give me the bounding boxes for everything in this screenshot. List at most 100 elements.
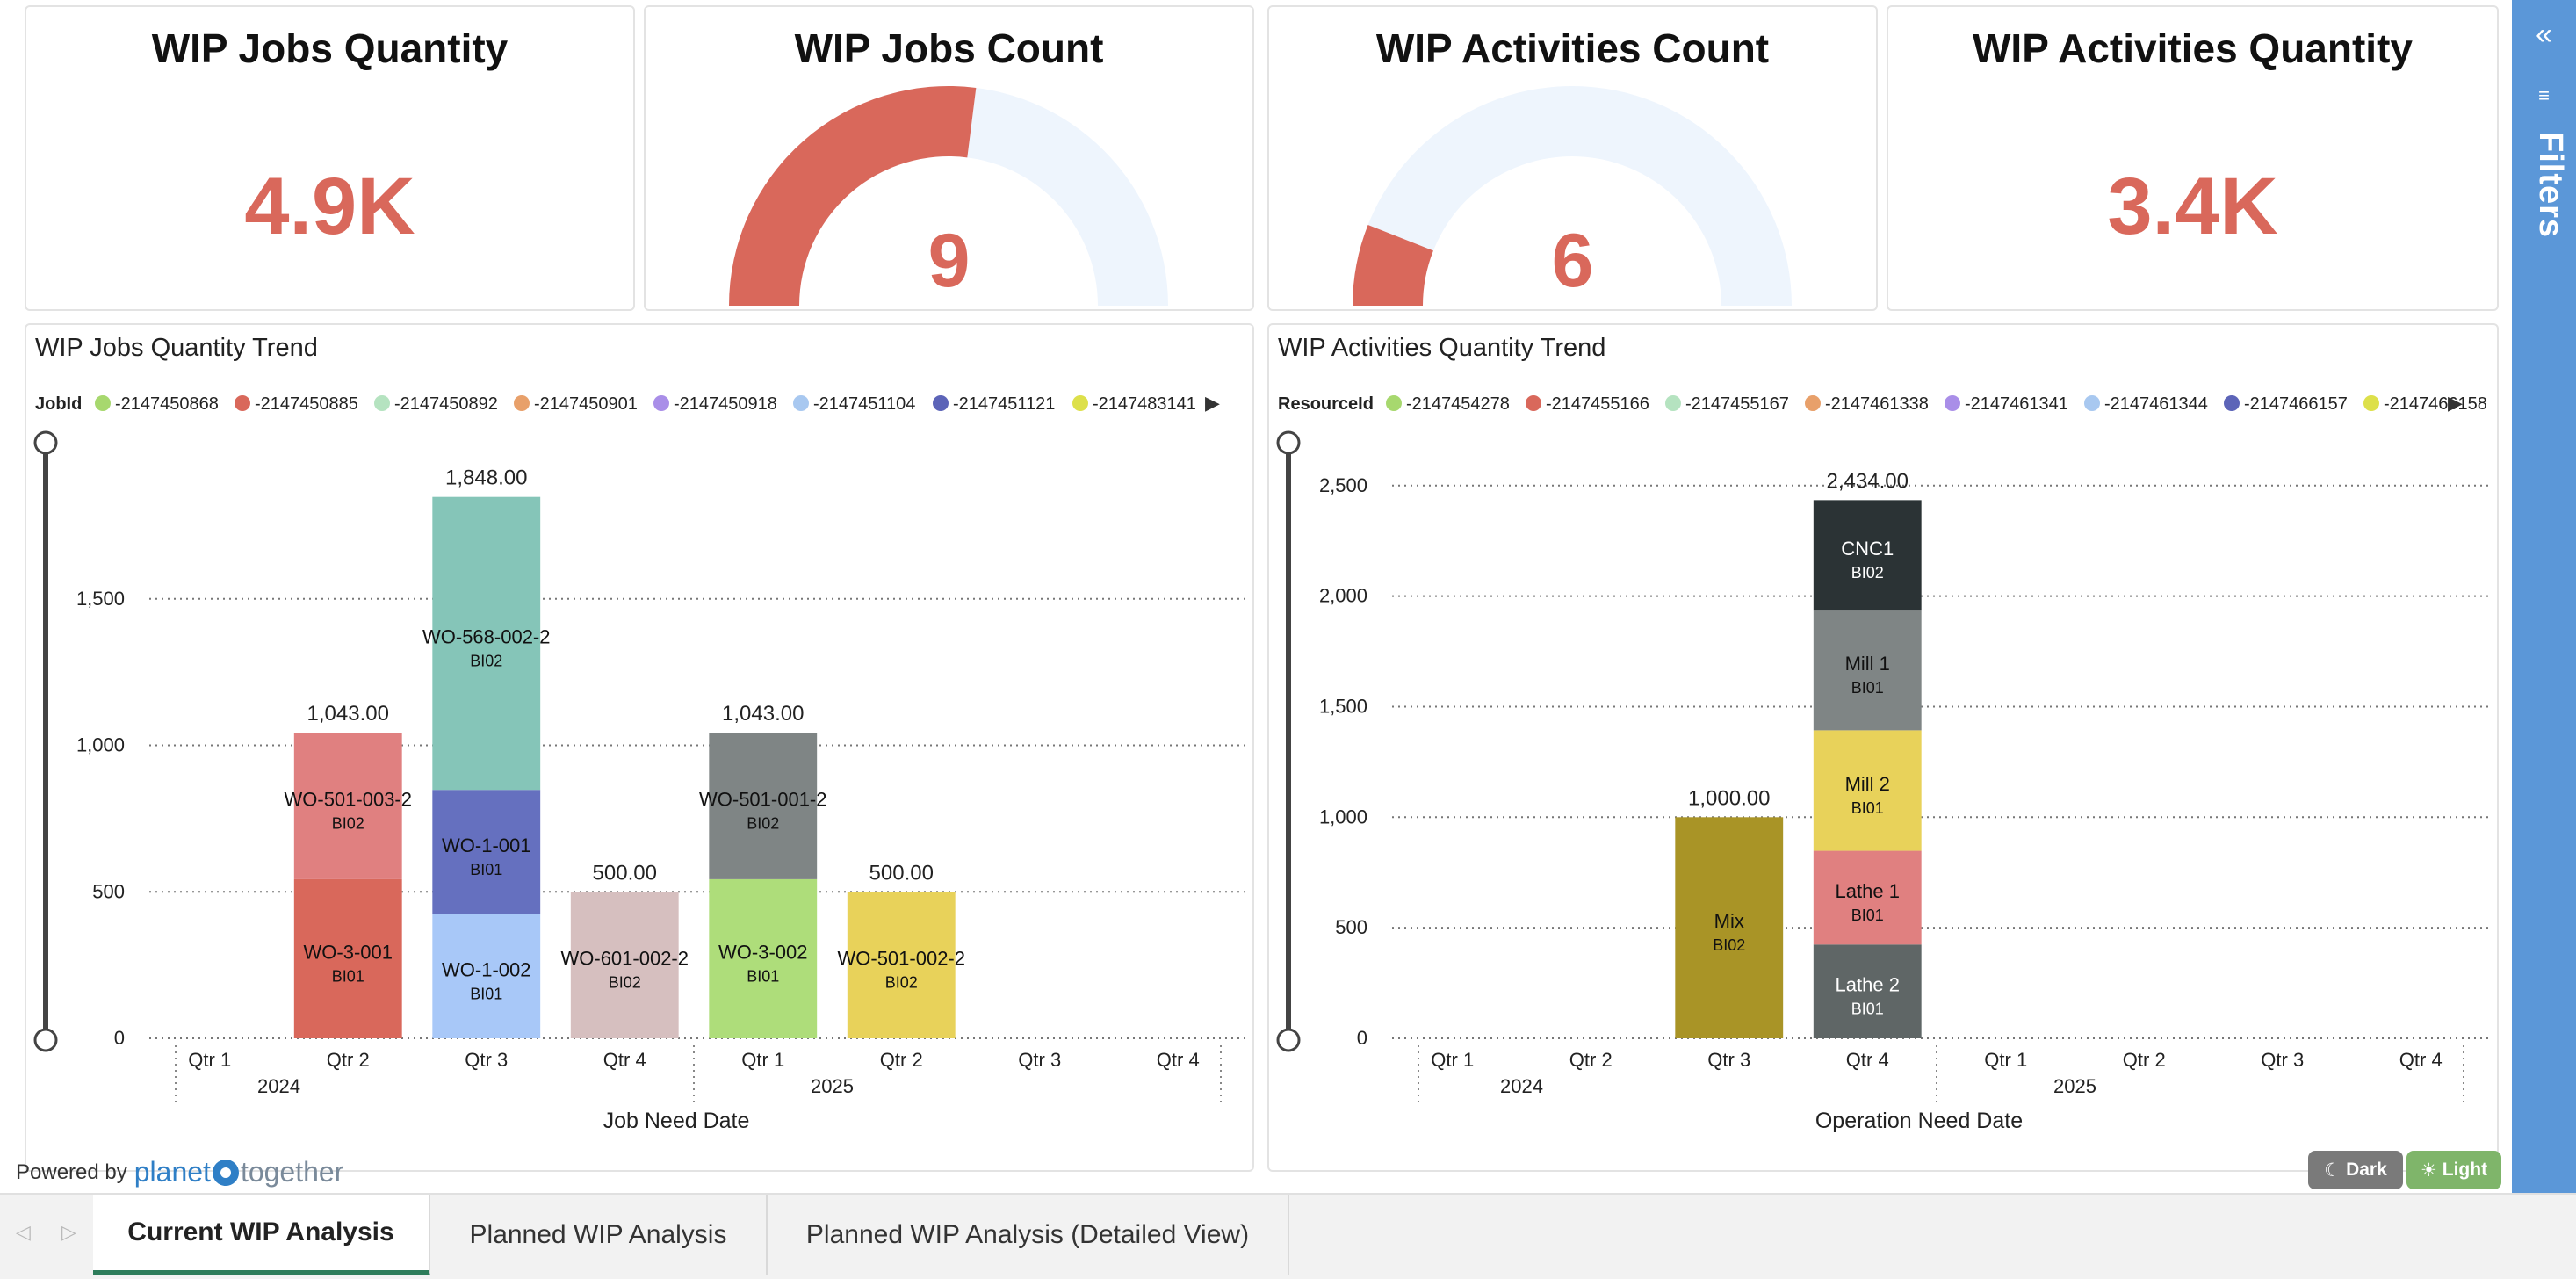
legend-label: -2147450901	[534, 394, 638, 414]
legend-label: -2147461338	[1825, 394, 1929, 414]
segment-sublabel: BI01	[1851, 907, 1884, 924]
legend-marker	[374, 395, 390, 411]
gauge-fill	[729, 86, 977, 306]
chart-card-activities-trend: WIP Activities Quantity Trend ResourceId…	[1267, 323, 2499, 1172]
legend-marker	[2224, 395, 2240, 411]
y-tick-label: 1,000	[76, 734, 125, 756]
segment-sublabel: BI01	[1851, 799, 1884, 817]
segment-sublabel: BI01	[470, 861, 502, 878]
kpi-title: WIP Activities Quantity	[1973, 25, 2413, 71]
total-label: 500.00	[593, 861, 657, 885]
segment-label: Lathe 1	[1836, 880, 1900, 902]
bar-segment	[432, 790, 541, 914]
light-theme-button[interactable]: ☀ Light	[2406, 1151, 2501, 1189]
kpi-title: WIP Activities Count	[1375, 25, 1770, 71]
bar-segment	[1813, 730, 1922, 851]
legend-marker	[793, 395, 809, 411]
legend-scroll-icon: ▶	[2448, 392, 2463, 414]
zoom-slider-handle	[1276, 1028, 1301, 1052]
gauge-activities-count	[1353, 86, 1792, 306]
segment-sublabel: BI02	[885, 974, 918, 992]
total-label: 1,043.00	[307, 702, 389, 726]
chart-title: WIP Activities Quantity Trend	[1278, 334, 1606, 362]
total-label: 2,434.00	[1827, 469, 1909, 493]
x-year-label: 2024	[257, 1075, 300, 1097]
total-label: 1,043.00	[722, 702, 804, 726]
segment-label: CNC1	[1841, 538, 1894, 560]
x-year-label: 2025	[811, 1075, 854, 1097]
segment-label: WO-601-002-2	[560, 948, 689, 970]
legend-marker	[95, 395, 111, 411]
brand-part2: together	[240, 1156, 344, 1188]
legend-label: -2147451104	[813, 394, 915, 414]
segment-sublabel: BI02	[1713, 936, 1745, 954]
x-tick-label: Qtr 2	[1569, 1049, 1613, 1071]
kpi-title: WIP Jobs Count	[794, 25, 1104, 71]
legend-label: -2147455166	[1546, 394, 1649, 414]
legend-marker	[1526, 395, 1541, 411]
gauge-jobs-count	[729, 86, 1168, 306]
bar-segment	[1813, 610, 1922, 731]
dark-theme-button[interactable]: ☾ Dark	[2308, 1151, 2403, 1189]
next-page-icon[interactable]: ▷	[61, 1221, 76, 1243]
legend-label: -2147450885	[255, 394, 358, 414]
segment-label: WO-501-003-2	[284, 789, 412, 811]
segment-label: WO-501-001-2	[699, 789, 827, 811]
segment-label: WO-501-002-2	[837, 948, 965, 970]
x-tick-label: Qtr 4	[1846, 1049, 1889, 1071]
segment-label: WO-1-002	[442, 958, 530, 980]
y-tick-label: 1,500	[76, 588, 125, 610]
x-tick-label: Qtr 1	[741, 1049, 784, 1071]
legend-label: -2147461344	[2104, 394, 2208, 414]
segment-label: WO-3-002	[718, 941, 807, 963]
zoom-slider-handle	[1276, 430, 1301, 455]
segment-sublabel: BI01	[1851, 1001, 1884, 1018]
legend-label: -2147461341	[1965, 394, 2068, 414]
x-tick-label: Qtr 4	[603, 1049, 646, 1071]
segment-label: Mix	[1714, 910, 1744, 932]
bar-segment	[570, 892, 679, 1038]
segment-sublabel: BI02	[609, 974, 641, 992]
legend-label: -2147451121	[953, 394, 1055, 414]
legend-marker	[653, 395, 669, 411]
legend-label: -2147450892	[394, 394, 498, 414]
filters-pane[interactable]: « ≡ Filters	[2512, 0, 2576, 1193]
bar-segment	[293, 878, 402, 1038]
segment-sublabel: BI01	[1851, 679, 1884, 697]
filter-icon: ≡	[2538, 84, 2550, 106]
sun-icon: ☀	[2420, 1160, 2437, 1181]
legend-marker	[1945, 395, 1960, 411]
segment-sublabel: BI01	[470, 985, 502, 1002]
x-tick-label: Qtr 1	[188, 1049, 231, 1071]
segment-sublabel: BI01	[332, 967, 364, 985]
filters-label[interactable]: Filters	[2532, 132, 2569, 239]
collapse-icon[interactable]: «	[2536, 18, 2552, 51]
x-year-label: 2024	[1500, 1075, 1543, 1097]
segment-label: WO-1-001	[442, 835, 530, 856]
legend-marker	[1805, 395, 1821, 411]
total-label: 1,000.00	[1688, 786, 1770, 810]
legend-marker	[1386, 395, 1402, 411]
legend-label: -2147466157	[2244, 394, 2348, 414]
legend-marker	[514, 395, 530, 411]
bar-segment	[1675, 817, 1784, 1038]
x-tick-label: Qtr 1	[1984, 1049, 2027, 1071]
y-tick-label: 2,000	[1319, 585, 1367, 607]
bar-segment	[432, 914, 541, 1038]
moon-icon: ☾	[2324, 1160, 2341, 1181]
zoom-slider-handle	[33, 1028, 58, 1052]
legend-title: JobId	[35, 394, 82, 414]
x-tick-label: Qtr 3	[2261, 1049, 2304, 1071]
dark-label: Dark	[2346, 1160, 2387, 1180]
tab-planned-wip-detailed[interactable]: Planned WIP Analysis (Detailed View)	[768, 1195, 1289, 1275]
gauge-track	[1353, 86, 1792, 306]
page-tab-bar: ◁ ▷ Current WIP Analysis Planned WIP Ana…	[0, 1193, 2576, 1279]
x-year-label: 2025	[2053, 1075, 2096, 1097]
powered-by: Powered by planet together	[16, 1156, 343, 1189]
tab-current-wip-analysis[interactable]: Current WIP Analysis	[93, 1195, 430, 1275]
prev-page-icon[interactable]: ◁	[16, 1221, 31, 1243]
legend-marker	[235, 395, 250, 411]
tab-planned-wip-analysis[interactable]: Planned WIP Analysis	[430, 1195, 768, 1275]
legend-label: -2147450918	[674, 394, 777, 414]
legend-label: -2147483141	[1093, 394, 1196, 414]
